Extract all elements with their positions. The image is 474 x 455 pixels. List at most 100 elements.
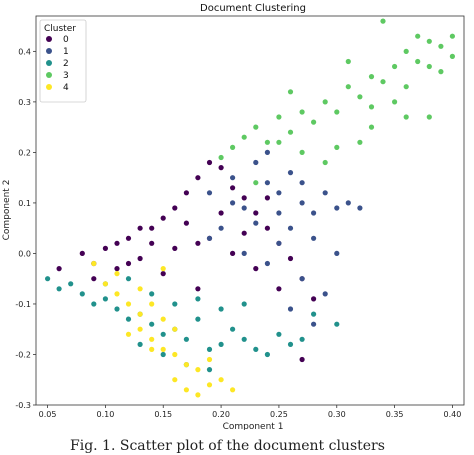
point-cluster-3-9 [322, 99, 328, 105]
x-tick-label-2: 0.15 [154, 410, 172, 419]
point-cluster-0-8 [160, 215, 166, 221]
legend-title: Cluster [44, 24, 76, 34]
point-cluster-1-24 [206, 235, 213, 241]
point-cluster-1-17 [322, 291, 328, 297]
point-cluster-4-16 [160, 316, 166, 322]
point-cluster-0-5 [125, 235, 132, 241]
point-cluster-0-25 [137, 255, 143, 262]
point-cluster-1-6 [287, 170, 294, 176]
point-cluster-4-15 [206, 356, 213, 363]
point-cluster-2-25 [125, 276, 132, 282]
point-cluster-0-22 [299, 356, 305, 363]
x-tick-label-1: 0.10 [96, 410, 114, 419]
point-cluster-4-8 [183, 362, 189, 368]
point-cluster-1-28 [264, 149, 270, 155]
legend-marker-2 [46, 60, 52, 66]
figure-caption: Fig. 1. Scatter plot of the document clu… [70, 438, 385, 454]
point-cluster-0-36 [241, 230, 247, 236]
point-cluster-2-18 [253, 346, 259, 352]
point-cluster-2-4 [91, 301, 97, 307]
x-tick-label-0: 0.05 [39, 410, 57, 419]
point-cluster-0-35 [218, 210, 224, 216]
point-cluster-2-32 [137, 341, 143, 347]
point-cluster-3-6 [287, 129, 294, 135]
point-cluster-1-3 [253, 159, 259, 166]
point-cluster-3-30 [299, 149, 305, 155]
point-cluster-1-18 [241, 250, 247, 256]
point-cluster-4-6 [160, 346, 166, 352]
point-cluster-4-3 [125, 301, 132, 307]
legend-marker-1 [46, 48, 52, 54]
point-cluster-2-0 [45, 276, 51, 282]
point-cluster-3-34 [276, 139, 282, 145]
point-cluster-4-4 [137, 326, 143, 332]
point-cluster-2-21 [287, 341, 294, 347]
point-cluster-4-25 [137, 286, 143, 292]
legend-marker-3 [46, 72, 52, 78]
point-cluster-0-26 [114, 240, 120, 246]
point-cluster-3-8 [311, 119, 317, 125]
point-cluster-1-8 [311, 210, 317, 216]
point-cluster-3-35 [403, 84, 409, 90]
point-cluster-1-1 [230, 175, 236, 181]
point-cluster-4-2 [114, 291, 120, 297]
y-tick-label-0: -0.3 [15, 401, 31, 410]
point-cluster-2-20 [276, 331, 282, 337]
x-tick-label-5: 0.30 [328, 410, 346, 419]
point-cluster-1-2 [241, 205, 247, 211]
point-cluster-0-31 [253, 266, 259, 272]
point-cluster-1-15 [264, 260, 270, 267]
point-cluster-4-20 [114, 271, 120, 277]
point-cluster-2-9 [149, 321, 155, 327]
point-cluster-1-23 [230, 200, 236, 206]
point-cluster-0-39 [276, 286, 282, 292]
point-cluster-2-10 [160, 331, 166, 337]
point-cluster-3-19 [438, 43, 444, 49]
point-cluster-2-16 [230, 326, 236, 332]
point-cluster-2-6 [114, 306, 120, 312]
point-cluster-3-24 [403, 114, 409, 120]
point-cluster-0-17 [264, 225, 270, 231]
point-cluster-1-5 [276, 190, 282, 196]
y-tick-label-3: 0.0 [18, 249, 31, 258]
legend-label-0: 0 [63, 35, 69, 45]
point-cluster-0-14 [230, 185, 236, 191]
scatter-chart: 0.05 0.10 0.15 0.20 0.25 0.30 0.35 0.40-0.3-0.2… [2, 3, 465, 430]
point-cluster-1-4 [264, 180, 270, 186]
point-cluster-4-13 [183, 387, 189, 393]
x-tick-label-6: 0.35 [386, 410, 404, 419]
point-cluster-3-32 [345, 58, 351, 65]
point-cluster-2-19 [264, 351, 270, 358]
point-cluster-3-26 [334, 144, 340, 150]
point-cluster-3-23 [426, 114, 432, 120]
legend-label-3: 3 [63, 71, 69, 81]
point-cluster-2-5 [102, 296, 108, 302]
x-axis-label: Component 1 [223, 422, 284, 430]
point-cluster-3-10 [334, 109, 340, 115]
plot-frame [35, 15, 465, 406]
point-cluster-3-25 [368, 104, 375, 110]
point-cluster-3-20 [449, 53, 455, 60]
point-cluster-0-1 [79, 250, 85, 256]
y-tick-label-7: 0.4 [18, 47, 31, 56]
point-cluster-1-13 [276, 240, 282, 246]
point-cluster-1-14 [311, 235, 317, 241]
point-cluster-4-14 [195, 392, 201, 398]
point-cluster-0-21 [311, 296, 317, 302]
point-cluster-4-19 [149, 301, 155, 307]
point-cluster-3-0 [218, 154, 224, 161]
point-cluster-0-15 [241, 195, 247, 201]
point-cluster-3-15 [392, 63, 398, 70]
point-cluster-3-28 [368, 124, 375, 130]
point-cluster-0-24 [160, 271, 166, 277]
point-cluster-1-22 [253, 220, 259, 226]
point-cluster-3-33 [253, 180, 259, 186]
point-cluster-2-15 [218, 341, 224, 347]
x-tick-label-7: 0.40 [444, 410, 462, 419]
ticks-layer: 0.05 0.10 0.15 0.20 0.25 0.30 0.35 0.40 -0.3 -0.2… [15, 47, 461, 419]
point-cluster-0-6 [137, 225, 143, 231]
point-cluster-1-19 [218, 225, 224, 231]
point-cluster-2-13 [195, 316, 201, 322]
point-cluster-1-12 [287, 225, 294, 231]
